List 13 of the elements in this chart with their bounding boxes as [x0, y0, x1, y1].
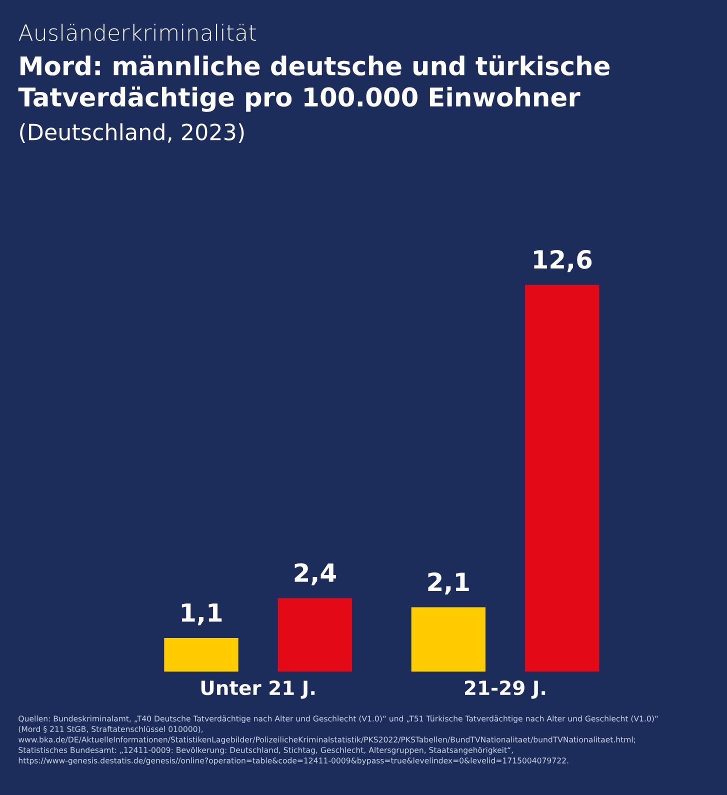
bar [525, 284, 600, 672]
bar [411, 607, 486, 672]
bar [164, 638, 238, 672]
text: Ausländerkriminalität [18, 24, 256, 42]
data-label: 2,4 [294, 563, 336, 586]
data-label: 12,6 [534, 250, 592, 272]
x-tick-label: 21-29 J. [465, 680, 546, 699]
data-label: 1,1 [182, 603, 222, 626]
x-tick-label: Unter 21 J. [201, 680, 315, 699]
data-label: 2,1 [428, 572, 469, 595]
chart-title: Mord: männliche deutsche und türkische Tatverdächtige pro 100.000 Einwohner [18, 55, 610, 112]
bar [278, 598, 352, 672]
chart-subtitle: (Deutschland, 2023) [20, 123, 244, 144]
